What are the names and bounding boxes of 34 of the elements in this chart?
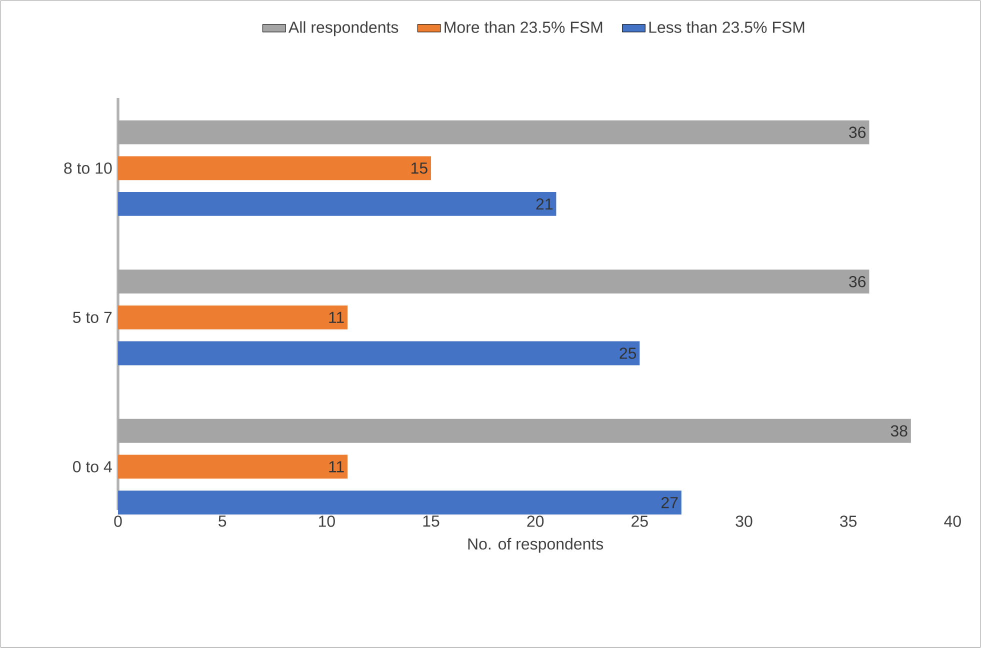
x-tick-label: 10 — [318, 516, 335, 527]
bar — [118, 341, 640, 366]
data-label: 25 — [620, 348, 636, 359]
legend-label: More than 23.5% FSM — [444, 21, 602, 33]
bar — [118, 418, 911, 443]
bar — [118, 454, 348, 479]
legend-label: All respondents — [288, 21, 398, 36]
data-label: 36 — [849, 126, 866, 138]
x-tick-label: 0 — [114, 516, 122, 527]
y-tick-label: 8 to 10 — [64, 162, 112, 174]
data-label: 38 — [890, 425, 908, 437]
bar — [118, 120, 870, 144]
data-label: 15 — [411, 162, 428, 174]
x-axis-title: No. of respondents — [468, 538, 604, 553]
x-tick-label: 30 — [736, 516, 752, 527]
data-label: 11 — [329, 312, 344, 323]
x-tick-label: 20 — [527, 516, 544, 527]
bar — [118, 270, 870, 294]
data-label: 27 — [661, 496, 678, 508]
bar — [118, 305, 348, 330]
y-tick-label: 0 to 4 — [73, 461, 112, 472]
x-tick-label: 15 — [423, 516, 440, 527]
legend-label: Less than 23.5% FSM — [649, 21, 804, 33]
y-tick-label: 5 to 7 — [73, 312, 112, 323]
x-tick-label: 35 — [840, 516, 857, 527]
x-tick-label: 5 — [218, 516, 226, 527]
data-label: 36 — [849, 276, 866, 288]
data-label: 11 — [329, 461, 344, 472]
data-label: 21 — [536, 198, 552, 210]
x-tick-label: 40 — [944, 516, 961, 527]
bar — [118, 192, 556, 216]
x-tick-label: 25 — [632, 516, 648, 527]
bar — [118, 490, 682, 514]
bar — [118, 156, 432, 180]
